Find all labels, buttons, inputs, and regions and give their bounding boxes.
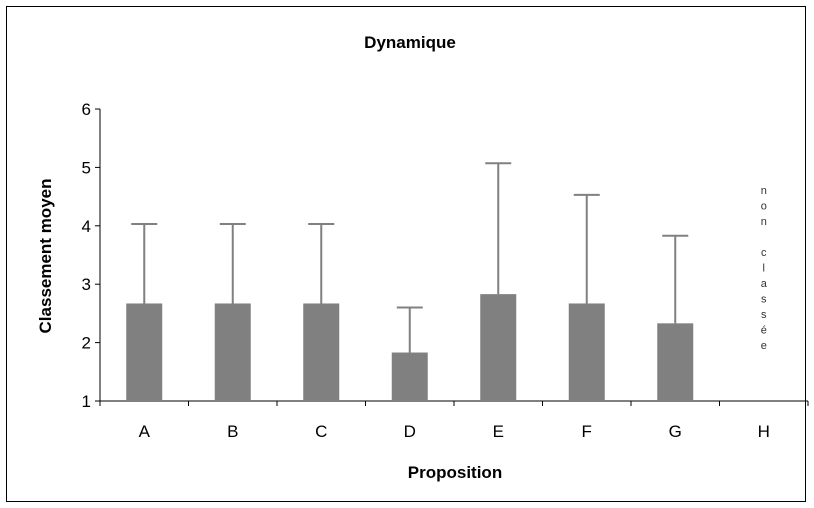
annotation-letter: c (761, 247, 767, 259)
annotation-letter: n (761, 216, 767, 228)
y-tick-label: 4 (82, 217, 91, 236)
y-tick-label: 5 (82, 158, 91, 177)
annotation-letter: s (761, 309, 767, 321)
annotation-letter: e (761, 340, 767, 352)
annotation-letter: n (761, 185, 767, 197)
x-axis-title: Proposition (408, 463, 502, 482)
x-tick-label: F (582, 422, 592, 441)
annotation-letter: l (763, 263, 765, 275)
annotation-letter: a (761, 278, 768, 290)
x-tick-label: E (493, 422, 504, 441)
y-tick-label: 3 (82, 275, 91, 294)
bar (303, 303, 340, 401)
bar (480, 294, 517, 401)
chart-title: Dynamique (364, 33, 456, 52)
bar (214, 303, 251, 401)
x-tick-label: G (669, 422, 682, 441)
x-tick-label: B (227, 422, 238, 441)
annotation-letter: é (761, 325, 767, 337)
y-axis-title: Classement moyen (36, 179, 55, 334)
y-tick-label: 2 (82, 334, 91, 353)
bar (391, 352, 428, 401)
annotation-letter: s (761, 294, 767, 306)
annotation-letter: o (761, 201, 767, 213)
bar (657, 323, 694, 401)
y-tick-label: 6 (82, 100, 91, 119)
x-tick-label: H (758, 422, 770, 441)
bar (126, 303, 163, 401)
x-tick-label: A (139, 422, 151, 441)
bar (568, 303, 605, 401)
x-tick-label: D (404, 422, 416, 441)
chart-frame (6, 6, 806, 502)
y-tick-label: 1 (82, 392, 91, 411)
x-tick-label: C (315, 422, 327, 441)
